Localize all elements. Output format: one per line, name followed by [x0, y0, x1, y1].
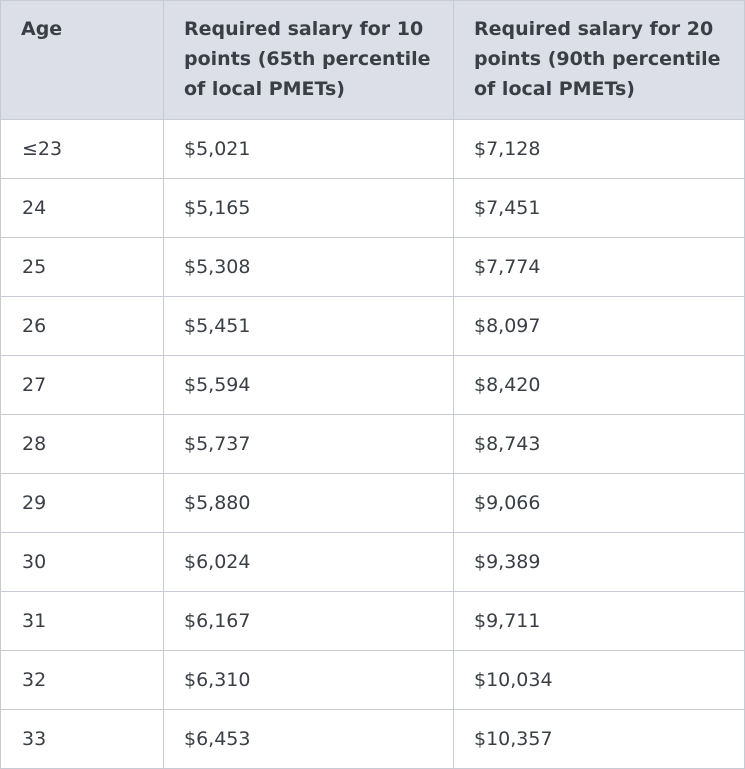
cell-salary-20-points: $8,420: [453, 355, 745, 415]
table-row: 33 $6,453 $10,357: [0, 709, 745, 769]
cell-salary-20-points: $9,711: [453, 591, 745, 651]
cell-age: 33: [0, 709, 164, 769]
cell-salary-10-points: $6,453: [163, 709, 454, 769]
cell-salary-10-points: $5,165: [163, 178, 454, 238]
cell-salary-20-points: $7,128: [453, 119, 745, 179]
cell-age: 27: [0, 355, 164, 415]
table-row: ≤23 $5,021 $7,128: [0, 119, 745, 179]
cell-salary-20-points: $10,357: [453, 709, 745, 769]
cell-age: 24: [0, 178, 164, 238]
cell-age: 26: [0, 296, 164, 356]
table-row: 32 $6,310 $10,034: [0, 650, 745, 710]
cell-salary-20-points: $8,097: [453, 296, 745, 356]
cell-salary-10-points: $6,167: [163, 591, 454, 651]
header-salary-10-points: Required salary for 10 points (65th perc…: [163, 0, 454, 120]
cell-salary-20-points: $8,743: [453, 414, 745, 474]
table-row: 26 $5,451 $8,097: [0, 296, 745, 356]
cell-salary-20-points: $7,774: [453, 237, 745, 297]
cell-salary-10-points: $5,308: [163, 237, 454, 297]
cell-salary-10-points: $6,310: [163, 650, 454, 710]
cell-salary-10-points: $5,021: [163, 119, 454, 179]
table-row: 31 $6,167 $9,711: [0, 591, 745, 651]
header-row: Age Required salary for 10 points (65th …: [0, 0, 745, 120]
cell-age: 29: [0, 473, 164, 533]
table-header: Age Required salary for 10 points (65th …: [0, 0, 745, 120]
cell-salary-10-points: $5,737: [163, 414, 454, 474]
cell-salary-20-points: $9,389: [453, 532, 745, 592]
header-age: Age: [0, 0, 164, 120]
table-row: 24 $5,165 $7,451: [0, 178, 745, 238]
cell-salary-10-points: $5,451: [163, 296, 454, 356]
cell-age: 32: [0, 650, 164, 710]
cell-age: 28: [0, 414, 164, 474]
table-body: ≤23 $5,021 $7,128 24 $5,165 $7,451 25 $5…: [0, 119, 745, 769]
table-row: 29 $5,880 $9,066: [0, 473, 745, 533]
cell-salary-20-points: $7,451: [453, 178, 745, 238]
table-row: 25 $5,308 $7,774: [0, 237, 745, 297]
cell-age: ≤23: [0, 119, 164, 179]
table-row: 30 $6,024 $9,389: [0, 532, 745, 592]
cell-salary-20-points: $9,066: [453, 473, 745, 533]
cell-salary-10-points: $6,024: [163, 532, 454, 592]
table-row: 27 $5,594 $8,420: [0, 355, 745, 415]
cell-age: 25: [0, 237, 164, 297]
cell-salary-10-points: $5,594: [163, 355, 454, 415]
table-row: 28 $5,737 $8,743: [0, 414, 745, 474]
cell-age: 30: [0, 532, 164, 592]
header-salary-20-points: Required salary for 20 points (90th perc…: [453, 0, 745, 120]
cell-salary-20-points: $10,034: [453, 650, 745, 710]
cell-salary-10-points: $5,880: [163, 473, 454, 533]
cell-age: 31: [0, 591, 164, 651]
